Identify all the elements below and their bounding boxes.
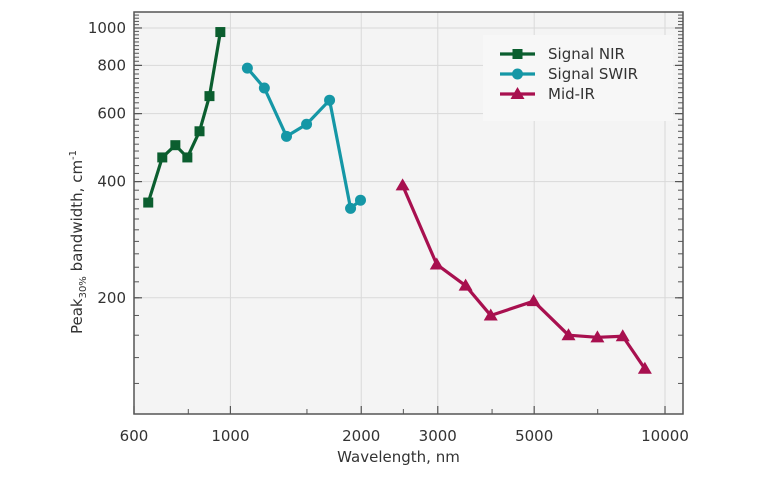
triangle-marker [561,328,576,341]
circle-marker [512,68,523,80]
legend-item: Signal NIR [500,45,625,63]
grid-lines [134,12,683,414]
y-tick-label: 200 [97,289,126,307]
circle-marker [345,202,357,214]
x-tick-label: 2000 [342,427,380,445]
triangle-marker [637,361,652,374]
circle-marker [258,82,270,94]
series-mid-ir [395,178,652,374]
triangle-marker [483,308,498,321]
y-tick-label: 1000 [88,19,126,37]
y-tick-label: 400 [97,173,126,191]
legend: Signal NIR Signal SWIR Mid-IR [483,35,673,121]
legend-item: Mid-IR [500,85,595,103]
x-tick-label: 600 [120,427,149,445]
circle-marker [241,62,253,74]
legend-label: Mid-IR [548,85,595,103]
triangle-marker [526,294,541,307]
series-signal-nir [143,27,226,208]
y-axis-label: Peak30% bandwidth, cm-1 [68,150,89,334]
circle-marker [301,118,313,130]
square-marker [170,140,181,151]
x-tick-label: 5000 [515,427,553,445]
legend-label: Signal SWIR [548,65,638,83]
plot-frame [133,11,684,415]
x-tick-label: 3000 [419,427,457,445]
data-series [143,27,652,374]
square-marker [182,152,193,163]
circle-marker [280,130,292,142]
triangle-marker [458,278,473,291]
x-axis-ticks: 600 1000 2000 3000 5000 10000 [120,406,689,445]
y-axis-ticks: 200 400 600 800 1000 [88,19,683,307]
square-marker [204,91,215,102]
series-signal-swir [241,62,366,214]
triangle-marker [395,178,410,191]
x-tick-label: 1000 [211,427,249,445]
circle-marker [324,94,336,106]
legend-item: Signal SWIR [500,65,638,83]
square-marker [143,197,154,208]
triangle-marker [590,330,605,343]
square-marker [512,49,523,59]
x-axis-label: Wavelength, nm [337,448,460,466]
circle-marker [354,194,366,206]
triangle-marker [510,87,525,99]
x-tick-label: 10000 [641,427,689,445]
legend-label: Signal NIR [548,45,625,63]
square-marker [215,27,226,38]
square-marker [157,152,168,163]
y-tick-label: 800 [97,56,126,74]
triangle-marker [615,329,630,342]
y-tick-label: 600 [97,105,126,123]
square-marker [194,126,205,137]
triangle-marker [429,257,444,270]
